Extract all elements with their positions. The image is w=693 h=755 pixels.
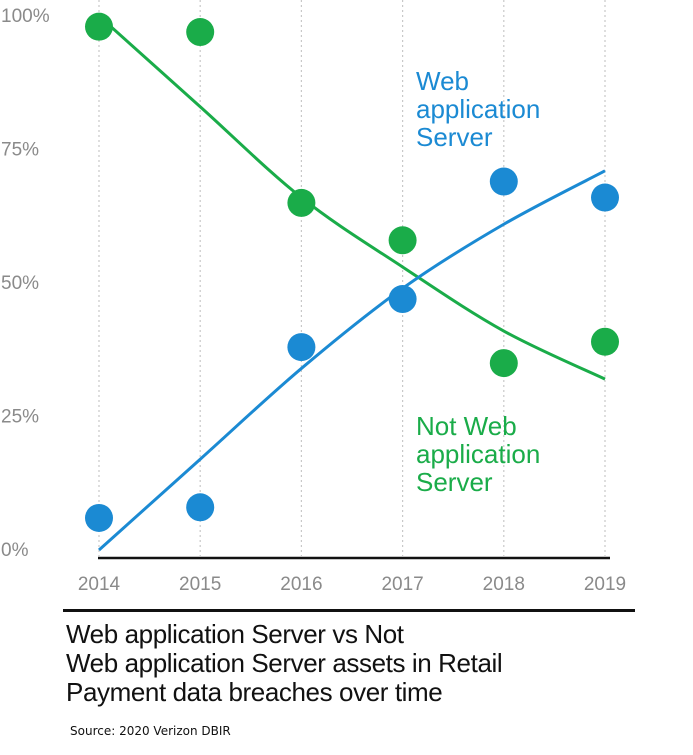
x-axis-ticks: 2014 2015 2016 2017 2018 2019: [78, 574, 626, 595]
data-point: [489, 167, 518, 196]
y-tick-label: 100%: [1, 6, 50, 27]
caption-line: Web application Server assets in Retail: [66, 648, 503, 678]
caption-line: Web application Server vs Not: [66, 619, 404, 649]
x-tick-label: 2019: [584, 574, 626, 595]
data-point: [287, 333, 316, 362]
x-tick-label: 2014: [78, 574, 121, 595]
data-point: [85, 503, 113, 532]
trend-line: [97, 169, 606, 552]
data-point: [591, 183, 619, 212]
series-label: Not Web: [416, 411, 517, 441]
divider: [63, 609, 635, 612]
source-note: Source: 2020 Verizon DBIR: [70, 724, 231, 738]
y-tick-label: 0%: [1, 540, 29, 561]
x-tick-label: 2016: [280, 574, 322, 595]
data-point: [186, 493, 215, 522]
trend-line: [97, 14, 606, 381]
chart: 100% 75% 50% 25% 0% 2014 2015 2016 2017 2018 2019…: [1, 0, 626, 595]
data-point: [287, 188, 316, 217]
x-tick-label: 2015: [179, 574, 221, 595]
data-point: [186, 18, 215, 47]
y-axis-ticks: 100% 75% 50% 25% 0%: [1, 6, 50, 561]
caption-line: Payment data breaches over time: [66, 677, 443, 707]
y-tick-label: 75%: [1, 140, 39, 161]
y-tick-label: 25%: [1, 407, 39, 428]
data-point: [591, 327, 619, 356]
series-label: application: [416, 94, 540, 124]
series-label: application: [416, 439, 540, 469]
series-label: Web: [416, 66, 469, 96]
series-label: Server: [416, 122, 493, 152]
data-point: [489, 349, 518, 378]
data-point: [85, 12, 113, 41]
series-label: Server: [416, 467, 493, 497]
x-tick-label: 2017: [381, 574, 423, 595]
chart-caption: Web application Server vs Not Web applic…: [66, 620, 666, 707]
data-point: [388, 226, 417, 255]
data-point: [388, 285, 417, 314]
y-tick-label: 50%: [1, 273, 39, 294]
data-points: [85, 12, 619, 532]
x-tick-label: 2018: [483, 574, 525, 595]
trend-lines: [97, 14, 606, 552]
series-labels: Not WebapplicationServerWebapplicationSe…: [416, 66, 540, 497]
